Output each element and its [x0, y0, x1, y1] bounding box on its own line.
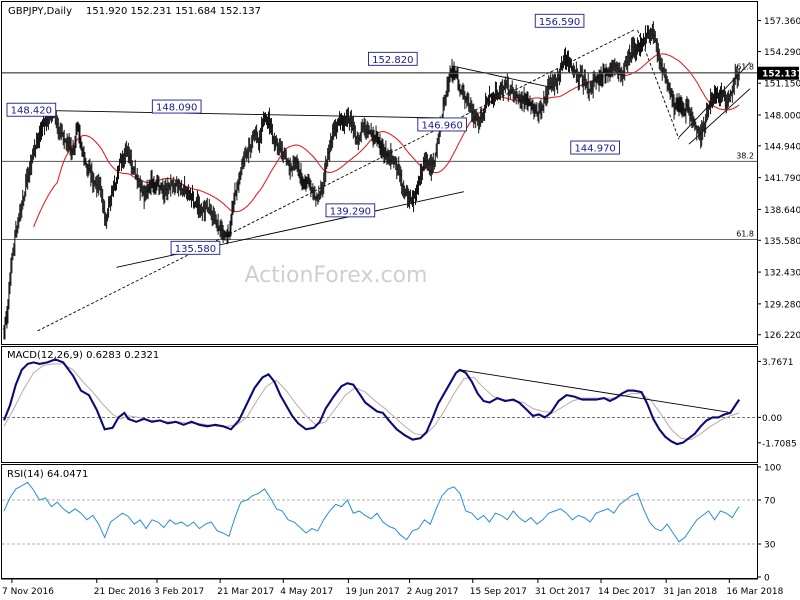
- macd-y-label-1: 0.00: [762, 414, 782, 424]
- fib-level-label-1: 38.2: [736, 151, 754, 160]
- annotation-152.820: 152.820: [368, 51, 418, 66]
- annotation-box: [570, 140, 620, 155]
- price-y-label-9: 129.280: [764, 300, 800, 310]
- annotation-box: [368, 51, 418, 66]
- annotation-148.090: 148.090: [151, 99, 202, 114]
- annotation-135.580: 135.580: [170, 240, 221, 255]
- price-annotations: 148.420 148.090 135.580 139.290 152.820 146.9…: [6, 13, 620, 255]
- annotation-label: 146.960: [421, 120, 462, 131]
- rsi-y-label-2: 30: [764, 541, 776, 551]
- fib-level-label-2: 61.8: [736, 230, 754, 239]
- watermark: ActionForex.com: [245, 263, 428, 288]
- trendline-dashed-rising: [37, 28, 636, 332]
- x-tick-label-3: 21 Mar 2017: [217, 587, 274, 597]
- x-axis: 7 Nov 2016 21 Dec 2016 3 Feb 2017 21 Mar 20…: [2, 579, 784, 597]
- price-title: GBPJPY,Daily: [8, 6, 72, 17]
- annotation-label: 144.970: [574, 144, 615, 155]
- x-tick-label-7: 15 Sep 2017: [470, 587, 527, 597]
- rsi-y-axis: 100 70 30 0: [757, 464, 781, 584]
- current-price-marker: 152.137: [2, 66, 800, 80]
- price-y-label-7: 135.580: [764, 237, 800, 247]
- trendline-channel-top: [453, 65, 553, 89]
- x-tick-label-8: 31 Oct 2017: [535, 587, 591, 597]
- annotation-box: [6, 102, 57, 117]
- price-y-label-1: 154.290: [764, 48, 800, 58]
- price-bars: [2, 21, 741, 340]
- x-tick-label-9: 14 Dec 2017: [598, 587, 656, 597]
- x-tick-label-2: 3 Feb 2017: [154, 587, 204, 597]
- x-tick-label-10: 31 Jan 2018: [663, 587, 717, 597]
- annotation-144.970: 144.970: [570, 140, 620, 155]
- macd-main-line: [3, 358, 741, 446]
- annotation-label: 152.820: [372, 55, 413, 66]
- rsi-panel-frame: [1, 464, 758, 579]
- price-y-label-0: 157.360: [764, 17, 800, 27]
- annotation-box: [417, 117, 467, 132]
- x-tick-label-0: 7 Nov 2016: [2, 587, 54, 597]
- x-tick-label-5: 19 Jun 2017: [345, 587, 399, 597]
- x-tick-label-1: 21 Dec 2016: [94, 587, 152, 597]
- current-price-label: 152.137: [762, 70, 800, 80]
- x-tick-label-11: 16 Mar 2018: [726, 587, 783, 597]
- annotation-box: [151, 99, 202, 114]
- price-y-label-2: 151.150: [764, 80, 800, 90]
- annotation-156.590: 156.590: [534, 13, 585, 28]
- macd-plot: [2, 358, 757, 446]
- trendline-dashed-drop: [637, 30, 680, 140]
- macd-y-label-0: 3.7671: [762, 358, 794, 368]
- rsi-plot: [2, 481, 757, 545]
- rsi-title: RSI(14) 64.0471: [7, 469, 88, 480]
- price-y-label-3: 148.000: [764, 111, 800, 121]
- price-y-label-8: 132.430: [764, 269, 800, 279]
- rsi-y-label-3: 0: [764, 574, 770, 584]
- annotation-box: [325, 203, 376, 218]
- rsi-line: [3, 481, 740, 543]
- annotation-label: 156.590: [539, 17, 580, 28]
- price-y-label-10: 126.220: [764, 331, 800, 341]
- annotation-box: [170, 240, 221, 255]
- annotation-label: 148.090: [156, 103, 197, 114]
- price-y-label-6: 138.640: [764, 206, 800, 216]
- annotation-146.960: 146.960: [417, 117, 467, 132]
- annotation-label: 135.580: [175, 244, 216, 255]
- rsi-y-label-0: 100: [764, 464, 781, 474]
- trendline-top-resistance: [55, 110, 445, 119]
- price-y-label-5: 141.790: [764, 174, 800, 184]
- macd-y-label-2: -1.7085: [762, 439, 797, 449]
- current-price-box: [758, 66, 799, 80]
- x-tick-label-6: 2 Aug 2017: [407, 587, 459, 597]
- annotation-label: 148.420: [11, 106, 52, 117]
- annotation-label: 139.290: [330, 206, 371, 217]
- price-y-label-4: 144.940: [764, 142, 800, 152]
- price-level-lines: 61.838.261.8: [2, 63, 757, 241]
- price-ohlc: 151.920 152.231 151.684 152.137: [86, 6, 261, 17]
- annotation-139.290: 139.290: [325, 203, 376, 218]
- annotation-box: [534, 13, 585, 28]
- macd-y-axis: 3.7671 0.00 -1.7085: [757, 358, 797, 449]
- price-y-axis: 157.360 154.290 151.150 148.000 144.940 141.7…: [757, 17, 800, 341]
- annotation-148.420: 148.420: [6, 102, 57, 117]
- macd-title: MACD(12,26,9) 0.6283 0.2321: [7, 350, 159, 361]
- trendline-macd-resistance: [459, 369, 729, 413]
- x-tick-label-4: 4 May 2017: [280, 587, 333, 597]
- rsi-y-label-1: 70: [764, 497, 776, 507]
